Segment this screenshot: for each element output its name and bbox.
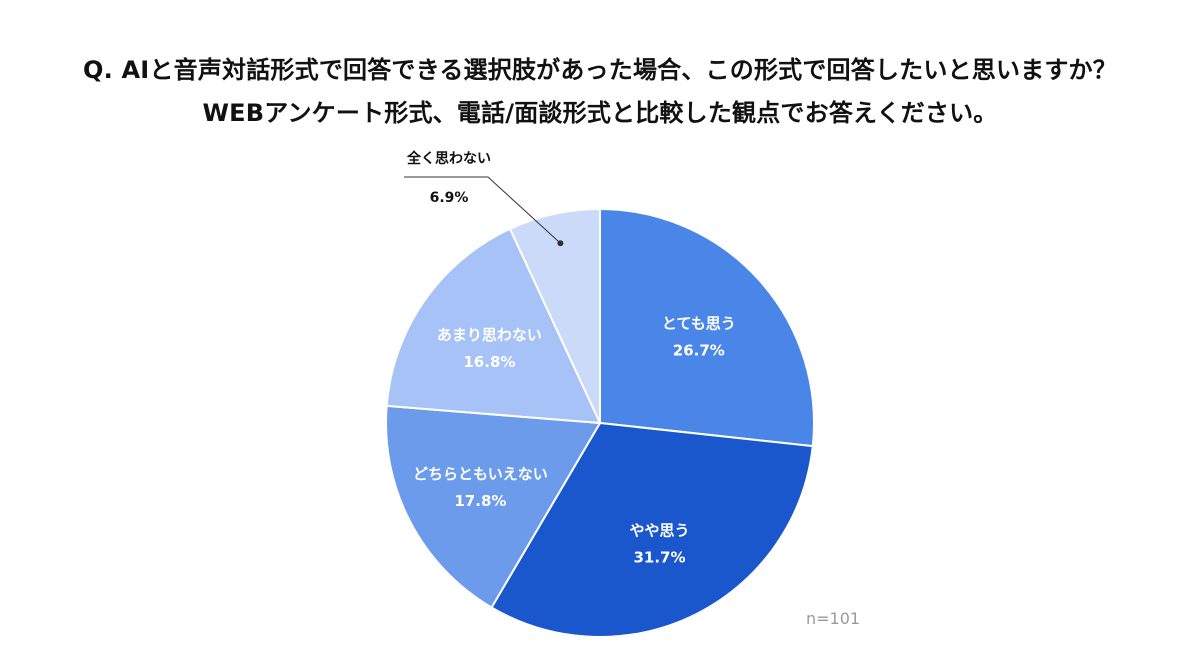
pie-slice-1 [599,207,815,448]
slice-label-1: とても思う [662,314,736,332]
slice-value-3: 17.8% [454,492,506,510]
slice-value-4: 16.8% [463,353,515,371]
pie-slice-5 [508,207,601,424]
chart-title-line-1: Q. AIと音声対話形式で回答できる選択肢があった場合、この形式で回答したいと思… [83,56,1117,84]
chart-title-line-2: WEBアンケート形式、電話/面談形式と比較した観点でお答えください。 [202,99,998,127]
pie-slice-2 [490,421,814,638]
slice-value-2: 31.7% [633,549,685,567]
slice-label-3: どちらともいえない [413,465,548,483]
slice-value-5: 6.9% [430,190,469,206]
slice-label-4: あまり思わない [437,326,542,344]
slice-value-1: 26.7% [673,341,725,359]
sample-size-note: n=101 [806,609,861,628]
callout-leader-line [404,176,561,244]
slice-label-5: 全く思わない [406,150,491,167]
pie-slice-4 [385,227,602,425]
slice-label-2: やや思う [629,522,689,540]
pie-slice-3 [385,404,602,609]
